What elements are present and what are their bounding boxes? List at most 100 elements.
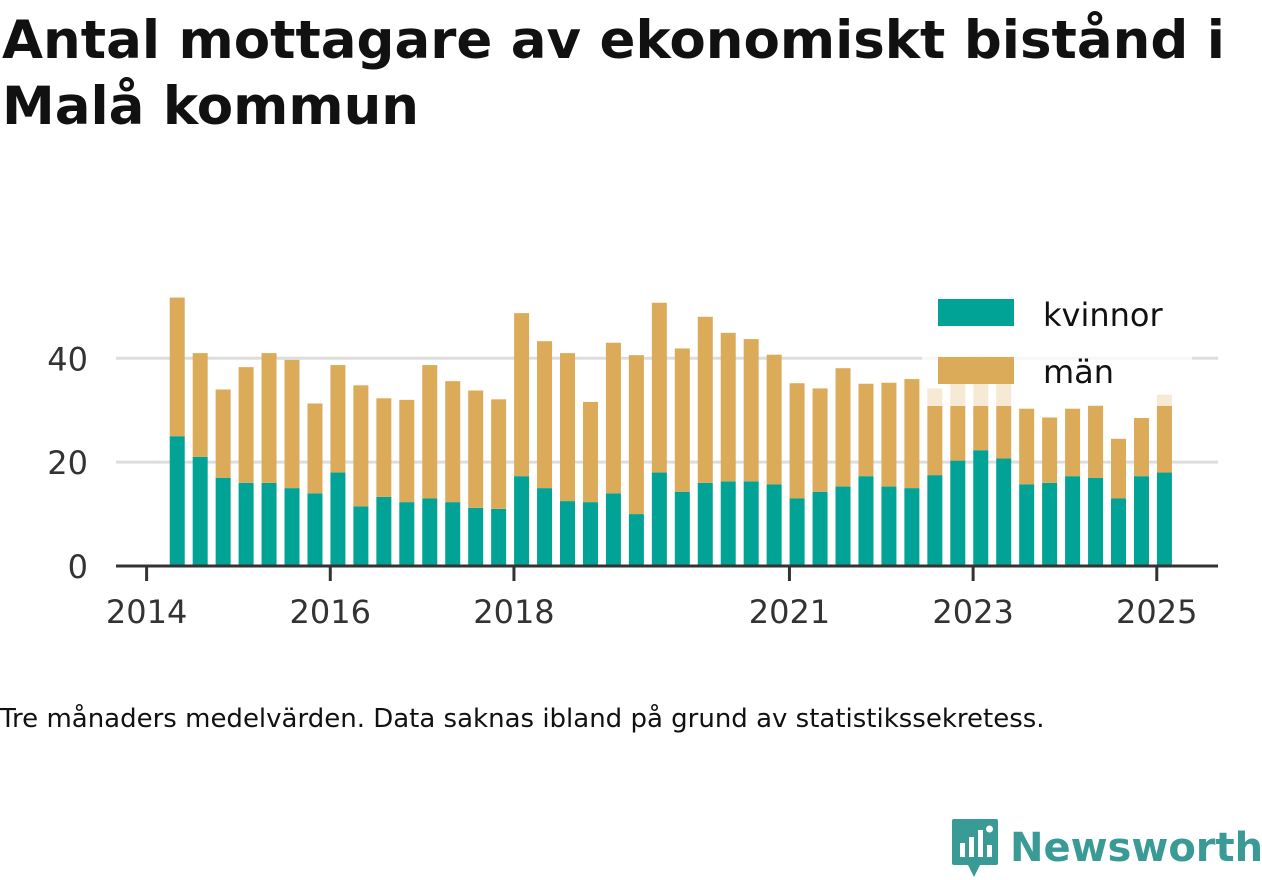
legend-swatch-man <box>938 357 1014 384</box>
bar-kvinnor <box>973 450 989 566</box>
bar-kvinnor <box>1156 472 1172 566</box>
bar-kvinnor <box>651 472 667 566</box>
bar-kvinnor <box>192 456 208 566</box>
bar-kvinnor <box>1042 482 1058 566</box>
footnote: Tre månaders medelvärden. Data saknas ib… <box>0 704 1045 734</box>
bar-man <box>284 359 300 489</box>
x-tick-label: 2025 <box>1116 593 1197 631</box>
bar-man <box>1019 408 1035 485</box>
bar-man <box>881 382 897 487</box>
bar-kvinnor <box>858 476 874 566</box>
x-tick-label: 2016 <box>290 593 371 631</box>
bars <box>169 297 1172 566</box>
bar-kvinnor <box>491 508 507 566</box>
bar-man <box>927 388 943 476</box>
bar-man <box>1133 418 1149 477</box>
bar-kvinnor <box>537 488 553 566</box>
legend-swatch-kvinnor <box>938 299 1014 326</box>
bar-kvinnor <box>238 482 254 566</box>
bar-kvinnor <box>720 481 736 566</box>
bar-man <box>674 348 690 492</box>
bar-man <box>628 355 644 515</box>
bar-man <box>1156 394 1172 473</box>
bar-kvinnor <box>330 472 346 566</box>
x-tick-label: 2021 <box>749 593 830 631</box>
bar-kvinnor <box>789 498 805 566</box>
bar-man <box>192 353 208 457</box>
bar-man <box>605 342 621 494</box>
bar-kvinnor <box>284 488 300 566</box>
bar-kvinnor <box>1133 476 1149 566</box>
bar-man <box>353 385 369 507</box>
y-axis: 0 20 40 <box>47 340 88 586</box>
bar-man <box>169 297 185 437</box>
bar-man <box>904 379 920 489</box>
bar-man <box>1088 405 1104 478</box>
bar-man <box>858 383 874 477</box>
legend-label-kvinnor: kvinnor <box>1043 296 1164 334</box>
bar-man <box>376 398 392 497</box>
bar-kvinnor <box>628 514 644 566</box>
bar-kvinnor <box>743 481 759 566</box>
bar-kvinnor <box>445 502 461 566</box>
bar-kvinnor <box>560 501 576 566</box>
bar-kvinnor <box>215 477 231 566</box>
y-tick-label: 40 <box>47 340 88 378</box>
bar-kvinnor <box>605 493 621 566</box>
bar-man <box>582 401 598 503</box>
bar-man <box>789 383 805 499</box>
bar-man <box>215 389 231 478</box>
bar-man <box>720 332 736 482</box>
newsworthy-logo-icon <box>952 819 998 877</box>
chart-title: Antal mottagare av ekonomiskt bistånd i … <box>2 10 1225 137</box>
x-tick-label: 2018 <box>473 593 554 631</box>
bar-kvinnor <box>697 482 713 566</box>
bar-man <box>812 388 828 492</box>
brand-logo[interactable]: Newsworthy <box>950 816 1262 880</box>
bar-man <box>766 354 782 485</box>
bar-kvinnor <box>674 491 690 566</box>
bar-kvinnor <box>1088 477 1104 566</box>
bar-man <box>330 365 346 473</box>
bar-kvinnor <box>835 486 851 566</box>
bar-man <box>560 353 576 502</box>
brand-name: Newsworthy <box>1010 825 1262 871</box>
bar-kvinnor <box>261 482 277 566</box>
bar-kvinnor <box>169 436 185 566</box>
bar-kvinnor <box>1065 476 1081 566</box>
x-tick-label: 2023 <box>932 593 1013 631</box>
bar-kvinnor <box>307 493 323 566</box>
bar-man <box>445 381 461 503</box>
bar-man <box>491 399 507 509</box>
bar-man <box>651 302 667 473</box>
bar-man <box>514 313 530 477</box>
x-axis: 2014 2016 2018 2021 2023 2025 <box>106 566 1197 631</box>
bar-kvinnor <box>353 506 369 566</box>
bar-man <box>468 390 484 508</box>
legend: kvinnor män <box>922 284 1192 406</box>
y-tick-label: 20 <box>47 444 88 482</box>
bar-man <box>1042 417 1058 483</box>
bar-kvinnor <box>927 475 943 566</box>
bar-kvinnor <box>514 476 530 566</box>
bar-kvinnor <box>812 491 828 566</box>
bar-man <box>238 367 254 483</box>
bar-man <box>1111 438 1127 499</box>
bar-kvinnor <box>582 502 598 566</box>
bar-man <box>537 341 553 489</box>
bar-man <box>835 368 851 487</box>
bar-kvinnor <box>1019 484 1035 566</box>
legend-label-man: män <box>1043 353 1114 391</box>
bar-man <box>307 403 323 494</box>
bar-man <box>1065 408 1081 477</box>
bar-kvinnor <box>904 488 920 566</box>
bar-man <box>261 353 277 483</box>
bar-man <box>422 365 438 499</box>
bar-kvinnor <box>376 496 392 566</box>
bar-kvinnor <box>881 486 897 566</box>
bar-kvinnor <box>399 502 415 566</box>
bar-kvinnor <box>996 458 1012 566</box>
bar-man <box>399 399 415 503</box>
bar-chart: 0 20 40 2014 2016 2018 2021 2023 2025 kvinnor m… <box>47 284 1218 631</box>
bar-man <box>743 339 759 482</box>
